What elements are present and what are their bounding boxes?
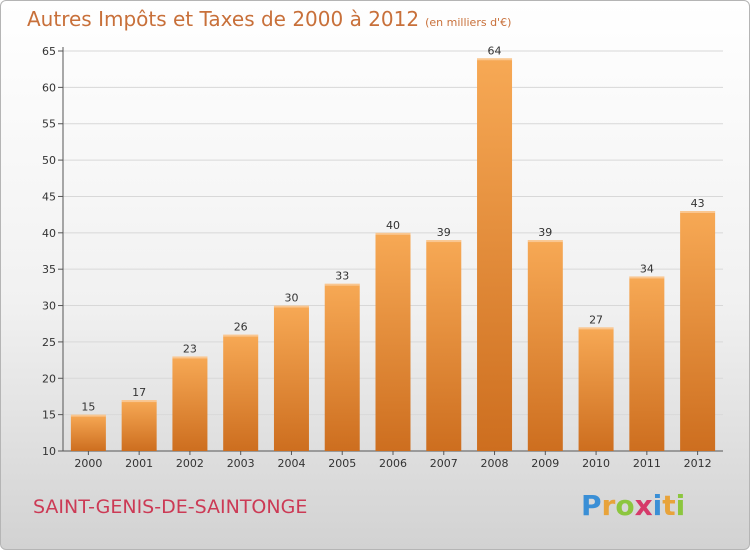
bar-highlight — [375, 232, 411, 235]
bar-highlight — [578, 327, 614, 330]
bar-value-label: 64 — [488, 44, 502, 57]
bar-2000 — [70, 414, 106, 451]
bar-value-label: 26 — [234, 321, 248, 334]
bar-highlight — [629, 276, 665, 279]
logo-letter: o — [615, 489, 635, 522]
bar-value-label: 27 — [589, 313, 603, 326]
y-tick-label: 35 — [42, 263, 56, 276]
bar-value-label: 33 — [335, 270, 349, 283]
bar-highlight — [324, 283, 360, 286]
bar-highlight — [426, 240, 462, 243]
logo-letter: i — [652, 489, 663, 522]
bar-value-label: 15 — [81, 401, 95, 414]
x-tick-label: 2005 — [328, 457, 356, 470]
y-tick-label: 20 — [42, 372, 56, 385]
y-tick-label: 40 — [42, 227, 56, 240]
bar-2010 — [578, 327, 614, 451]
x-tick-label: 2003 — [227, 457, 255, 470]
commune-name: SAINT-GENIS-DE-SAINTONGE — [33, 496, 308, 518]
bar-highlight — [70, 414, 106, 417]
bar-2008 — [477, 58, 513, 451]
chart-title: Autres Impôts et Taxes de 2000 à 2012 (en… — [27, 7, 511, 31]
proxiti-logo: Proxiti — [581, 489, 685, 522]
bar-highlight — [223, 334, 259, 337]
bar-2012 — [680, 211, 716, 451]
bar-highlight — [172, 356, 208, 359]
bar-2006 — [375, 232, 411, 451]
x-tick-label: 2008 — [481, 457, 509, 470]
bar-highlight — [527, 240, 563, 243]
x-tick-label: 2011 — [633, 457, 661, 470]
bar-highlight — [121, 400, 157, 403]
bar-value-label: 30 — [284, 292, 298, 305]
x-tick-label: 2000 — [74, 457, 102, 470]
bars — [70, 58, 716, 451]
bar-highlight — [680, 211, 716, 213]
bar-2002 — [172, 356, 208, 451]
x-tick-label: 2001 — [125, 457, 153, 470]
bar-value-label: 43 — [691, 197, 705, 210]
x-tick-label: 2004 — [277, 457, 305, 470]
bar-value-label: 34 — [640, 262, 654, 275]
bar-2011 — [629, 276, 665, 451]
bar-value-label: 39 — [538, 226, 552, 239]
labels: 10 15 20 25 30 35 40 45 50 55 60 65 15 2000 17 2001 23 20… — [42, 44, 712, 470]
bar-value-label: 40 — [386, 219, 400, 232]
logo-letter: r — [601, 489, 616, 522]
y-tick-label: 45 — [42, 190, 56, 203]
bar-2007 — [426, 240, 462, 451]
x-tick-label: 2010 — [582, 457, 610, 470]
logo-letter: x — [634, 489, 653, 522]
bar-2009 — [527, 240, 563, 451]
chart-title-text: Autres Impôts et Taxes de 2000 à 2012 — [27, 7, 420, 31]
y-tick-label: 60 — [42, 81, 56, 94]
y-tick-label: 30 — [42, 300, 56, 313]
x-tick-label: 2007 — [430, 457, 458, 470]
y-tick-label: 65 — [42, 45, 56, 58]
y-tick-label: 25 — [42, 336, 56, 349]
bar-2001 — [121, 400, 157, 451]
bar-value-label: 17 — [132, 386, 146, 399]
logo-letter: t — [662, 489, 676, 522]
y-tick-label: 10 — [42, 445, 56, 458]
bar-highlight — [273, 305, 309, 308]
bar-2004 — [273, 305, 309, 451]
bar-highlight — [477, 58, 513, 61]
x-tick-label: 2012 — [684, 457, 712, 470]
logo-letter: i — [675, 489, 686, 522]
bar-value-label: 39 — [437, 226, 451, 239]
x-tick-label: 2002 — [176, 457, 204, 470]
logo-letter: P — [581, 489, 602, 522]
bar-value-label: 23 — [183, 342, 197, 355]
y-tick-label: 15 — [42, 409, 56, 422]
x-tick-label: 2006 — [379, 457, 407, 470]
y-tick-label: 50 — [42, 154, 56, 167]
chart-unit: (en milliers d'€) — [425, 16, 512, 29]
x-tick-label: 2009 — [531, 457, 559, 470]
bar-2003 — [223, 334, 259, 451]
bar-2005 — [324, 283, 360, 451]
y-tick-label: 55 — [42, 118, 56, 131]
